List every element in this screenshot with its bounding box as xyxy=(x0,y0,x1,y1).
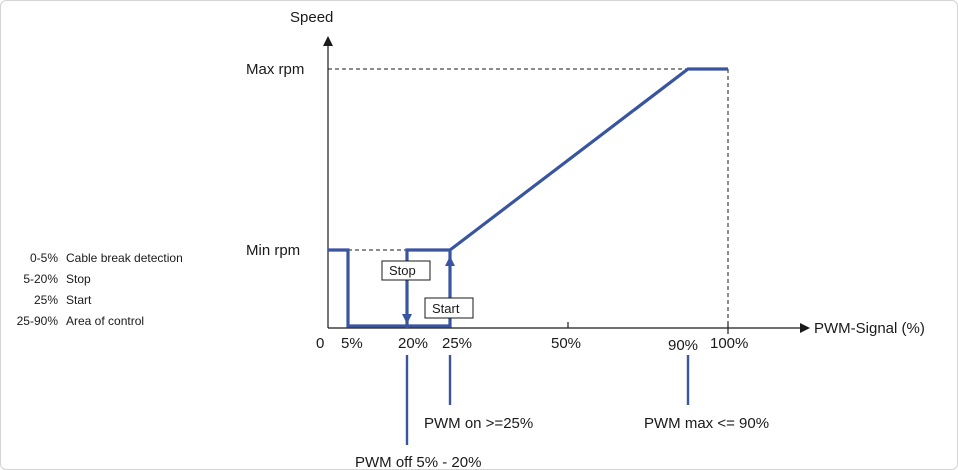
x-tick-0: 0 xyxy=(316,335,324,352)
y-tick-min-rpm: Min rpm xyxy=(246,242,300,259)
x-axis-title: PWM-Signal (%) xyxy=(814,320,925,337)
legend-range-3: 25% xyxy=(34,293,58,307)
legend-desc-2: Stop xyxy=(66,272,91,286)
legend-range-4: 25-90% xyxy=(17,314,59,328)
legend-range-1: 0-5% xyxy=(30,251,58,265)
stop-box-label: Stop xyxy=(389,263,416,278)
start-box xyxy=(424,297,474,319)
pwm-off-callout: PWM off 5% - 20% xyxy=(355,454,481,470)
legend-desc-1: Cable break detection xyxy=(66,251,183,265)
legend-range-2: 5-20% xyxy=(23,272,58,286)
legend-desc-3: Start xyxy=(66,293,92,307)
y-tick-max-rpm: Max rpm xyxy=(246,61,304,78)
x-tick-5: 5% xyxy=(341,335,363,352)
pwm-max-callout: PWM max <= 90% xyxy=(644,415,769,432)
pwm-on-callout: PWM on >=25% xyxy=(424,415,533,432)
legend-desc-4: Area of control xyxy=(66,314,144,328)
x-tick-25: 25% xyxy=(442,335,472,352)
x-tick-20: 20% xyxy=(398,335,428,352)
speed-curve xyxy=(328,67,728,328)
x-tick-50: 50% xyxy=(551,335,581,352)
start-box-label: Start xyxy=(432,301,460,316)
x-tick-90: 90% xyxy=(668,337,698,354)
stop-box xyxy=(381,260,431,281)
x-tick-100: 100% xyxy=(710,335,748,352)
y-axis-title: Speed xyxy=(290,9,333,26)
